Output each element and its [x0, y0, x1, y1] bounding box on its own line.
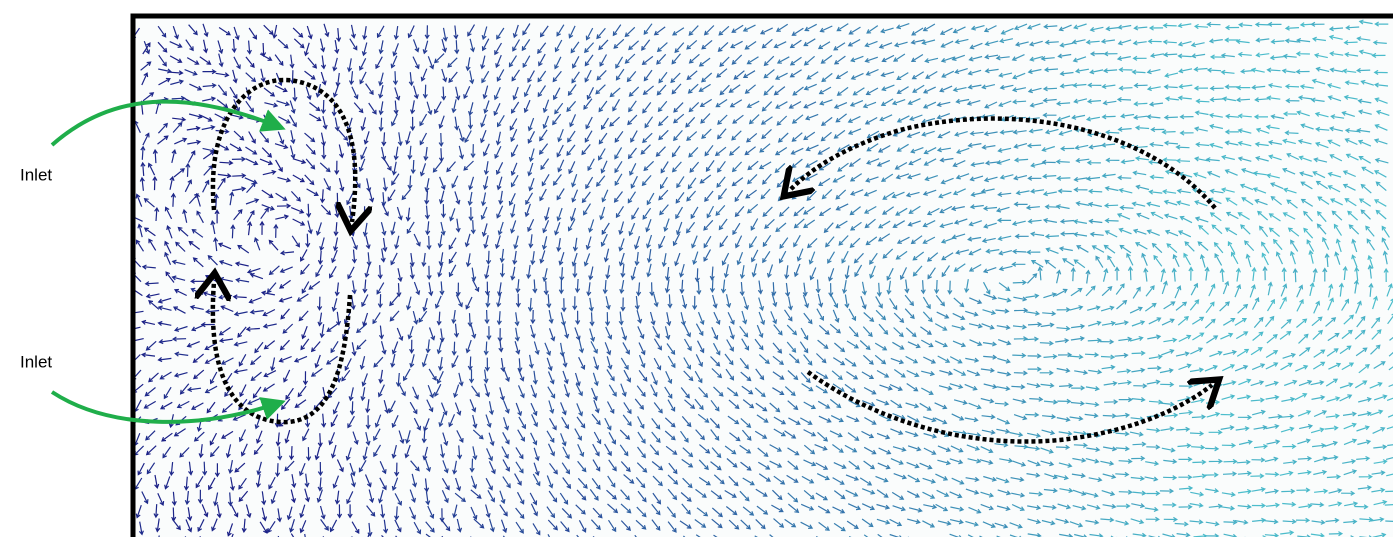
flow-figure: Inlet Inlet: [0, 0, 1393, 537]
inlet-label: Inlet: [20, 165, 52, 184]
inlet-label: Inlet: [20, 352, 52, 371]
field-background: [135, 18, 1393, 537]
page: {"labels": ["Inlet", "Inlet"]} Inlet Inl…: [0, 0, 1393, 537]
